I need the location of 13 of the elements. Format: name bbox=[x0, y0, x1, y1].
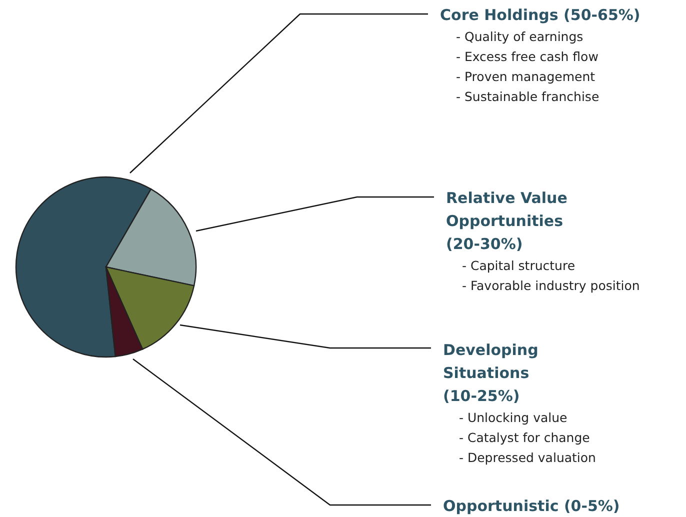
text: - Depressed valuation bbox=[459, 450, 596, 465]
text: - Quality of earnings bbox=[456, 29, 584, 44]
text: - Catalyst for change bbox=[459, 430, 590, 445]
slice-label: Opportunistic (0-5%) bbox=[443, 497, 620, 515]
text: - Favorable industry position bbox=[462, 278, 640, 293]
text: - Unlocking value bbox=[459, 410, 568, 425]
text: - Excess free cash flow bbox=[456, 49, 598, 64]
text: - Capital structure bbox=[462, 258, 576, 273]
text: - Sustainable franchise bbox=[456, 89, 600, 104]
slice-label: Core Holdings (50-65%) bbox=[440, 6, 640, 24]
slice-label: Relative Value Opportunities (20-30%) bbox=[446, 189, 568, 253]
text: - Proven management bbox=[456, 69, 596, 84]
slice-label: Developing Situations (10-25%) bbox=[443, 341, 538, 405]
